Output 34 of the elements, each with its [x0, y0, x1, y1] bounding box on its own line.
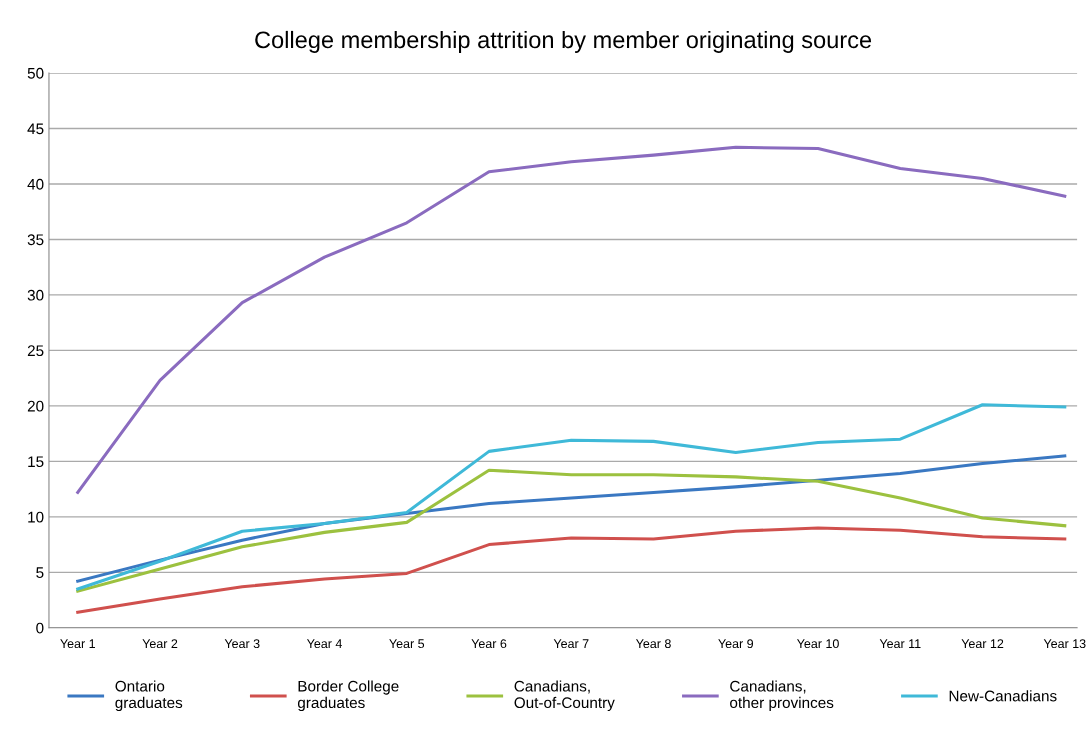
y-tick-label: 50	[27, 67, 44, 79]
line-series	[76, 468, 1067, 593]
y-tick-label: 30	[27, 289, 44, 301]
y-tick-label: 15	[28, 456, 44, 468]
chart-title: College membership attrition by member originating source	[255, 30, 872, 53]
x-tick-label: Year 3	[224, 639, 260, 649]
x-tick-label: Year 12	[961, 639, 1004, 649]
line-series	[76, 526, 1067, 614]
x-tick-label: Year 13	[1043, 639, 1086, 649]
y-tick-label: 45	[27, 123, 44, 135]
x-tick-label: Year 4	[306, 639, 342, 649]
x-tick-label: Year 5	[389, 639, 425, 649]
line-series	[76, 403, 1067, 591]
x-tick-label: Year 7	[553, 639, 589, 649]
legend-label: Border College graduates	[297, 680, 399, 712]
x-tick-label: Year 6	[471, 639, 507, 649]
y-tick-label: 20	[27, 400, 44, 412]
x-tick-label: Year 1	[60, 639, 95, 649]
line-series	[76, 145, 1067, 494]
x-tick-label: Year 2	[142, 639, 178, 649]
legend-label: New-Canadians	[949, 690, 1057, 702]
x-tick-label: Year 10	[796, 639, 839, 649]
legend-label: Ontario graduates	[115, 680, 183, 712]
y-tick-label: 10	[28, 511, 44, 523]
y-tick-label: 0	[36, 622, 44, 634]
y-tick-label: 25	[27, 345, 44, 357]
legend-label: Canadians, Out-of-Country	[514, 680, 615, 712]
y-tick-label: 5	[36, 567, 44, 579]
y-tick-label: 40	[27, 178, 44, 190]
y-tick-label: 35	[27, 234, 44, 246]
x-tick-label: Year 8	[635, 639, 671, 649]
legend-label: Canadians, other provinces	[730, 680, 834, 712]
x-tick-label: Year 9	[718, 639, 754, 649]
x-tick-label: Year 11	[879, 639, 921, 649]
